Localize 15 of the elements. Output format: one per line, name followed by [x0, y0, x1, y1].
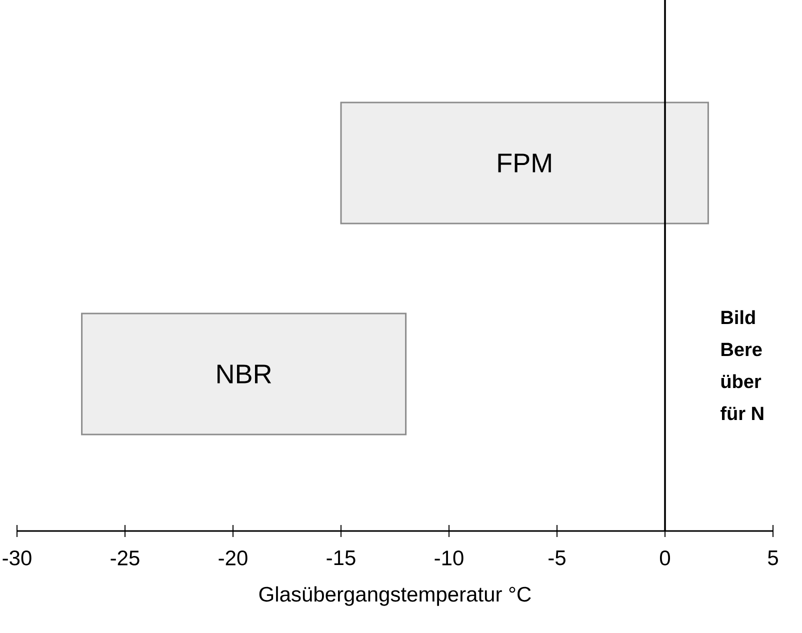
annotation: Bild: [721, 310, 755, 324]
x-tick-label: -15: [326, 550, 356, 566]
x-tick-label: -20: [218, 550, 248, 566]
annotation: Bere: [721, 342, 762, 356]
annotation: für N: [720, 406, 764, 420]
x-tick-label: 0: [660, 550, 670, 566]
x-tick-label: -10: [434, 550, 464, 566]
y-tick-label: NBR: [218, 364, 272, 384]
y-tick-label: FPM: [498, 154, 551, 172]
annotation: über: [721, 374, 762, 388]
x-axis-title: Glasübergangstemperatur °C: [259, 586, 531, 606]
x-tick-label: -5: [548, 550, 566, 566]
x-tick-label: -25: [110, 550, 140, 566]
x-tick-label: 5: [768, 550, 778, 566]
x-tick-label: -30: [2, 550, 32, 566]
